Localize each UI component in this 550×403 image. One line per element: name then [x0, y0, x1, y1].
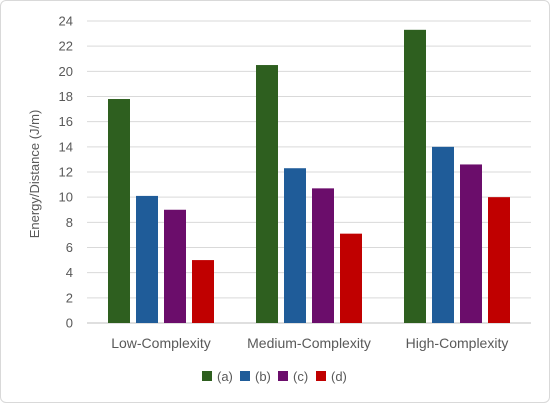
y-tick-label: 6	[66, 240, 73, 255]
bar-a-low-complexity	[108, 99, 130, 324]
bar-b-medium-complexity	[284, 168, 306, 323]
legend-label: (a)	[217, 369, 233, 384]
gridlines	[87, 20, 531, 324]
y-tick-label: 14	[59, 139, 73, 154]
bar-a-high-complexity	[404, 29, 426, 324]
y-tick-label: 22	[59, 39, 73, 54]
legend-swatch	[240, 371, 250, 381]
y-tick-label: 4	[66, 265, 73, 280]
bars	[108, 29, 510, 324]
legend-item: (c)	[278, 369, 308, 384]
bar-d-high-complexity	[488, 197, 510, 323]
y-tick-label: 8	[66, 215, 73, 230]
x-tick-label: Low-Complexity	[111, 335, 211, 351]
y-tick-label: 20	[59, 64, 73, 79]
bar-c-high-complexity	[460, 164, 482, 323]
bar-d-low-complexity	[192, 260, 214, 323]
legend: (a) (b) (c) (d)	[202, 369, 347, 384]
x-tick-label: High-Complexity	[406, 335, 509, 351]
y-tick-label: 0	[66, 316, 73, 331]
y-tick-label: 10	[59, 190, 73, 205]
legend-swatch	[278, 371, 288, 381]
bar-d-medium-complexity	[340, 233, 362, 323]
y-tick-label: 18	[59, 89, 73, 104]
legend-label: (c)	[293, 369, 308, 384]
y-tick-label: 24	[59, 14, 73, 29]
x-axis-ticks: Low-Complexity Medium-Complexity High-Comp…	[111, 335, 508, 351]
y-tick-label: 2	[66, 290, 73, 305]
bar-a-medium-complexity	[256, 65, 278, 324]
bar-b-high-complexity	[432, 146, 454, 323]
legend-label: (d)	[331, 369, 347, 384]
bar-c-medium-complexity	[312, 188, 334, 323]
x-tick-label: Medium-Complexity	[247, 335, 371, 351]
legend-item: (b)	[240, 369, 271, 384]
legend-item: (d)	[316, 369, 347, 384]
legend-swatch	[202, 371, 212, 381]
legend-swatch	[316, 371, 326, 381]
y-tick-label: 12	[59, 165, 73, 180]
legend-item: (a)	[202, 369, 233, 384]
legend-label: (b)	[255, 369, 271, 384]
bar-b-low-complexity	[136, 195, 158, 323]
y-axis-label: Energy/Distance (J/m)	[27, 110, 42, 239]
bar-c-low-complexity	[164, 209, 186, 323]
y-tick-label: 16	[59, 114, 73, 129]
